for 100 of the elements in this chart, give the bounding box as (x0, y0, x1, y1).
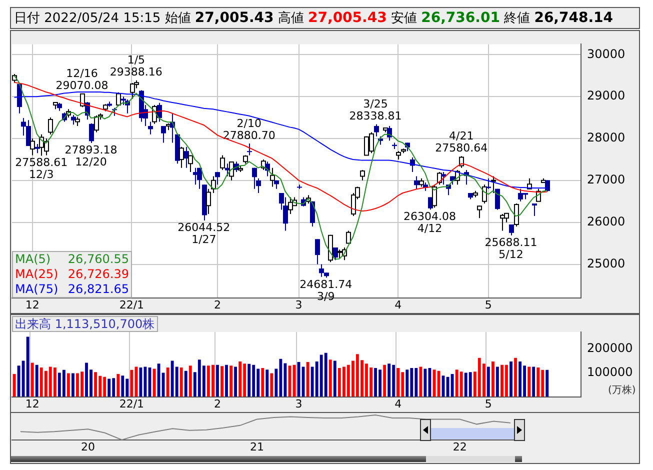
x-tick-label: 4 (394, 397, 402, 410)
x-tick-label: 21 (250, 440, 264, 454)
bar (333, 360, 336, 397)
y-tick-label: 25000 (587, 256, 626, 270)
bar (234, 366, 238, 397)
bar (546, 370, 549, 397)
x-tick-label: 4 (394, 298, 402, 312)
annotation: 1/5 29388.16 (110, 54, 162, 79)
bar (238, 362, 242, 397)
bar (406, 370, 409, 397)
bar (306, 362, 310, 397)
bar (514, 358, 517, 397)
bar (211, 364, 214, 397)
bar (419, 366, 422, 397)
bar (71, 373, 74, 397)
annotation: 12/16 29070.08 (56, 67, 108, 92)
annotation: 27588.61 12/3 (15, 156, 68, 182)
y-axis-title: (万株) (608, 384, 636, 397)
bar (108, 378, 111, 397)
candlestick (283, 196, 288, 232)
bar (35, 364, 38, 397)
bar (424, 368, 427, 397)
x-tick-label: 20 (81, 440, 96, 454)
candlestick (161, 125, 166, 144)
bar (510, 362, 512, 397)
bar (225, 364, 228, 397)
candlestick (215, 172, 220, 186)
y-tick-label: 27000 (587, 172, 626, 187)
bar (388, 364, 391, 397)
x-tick-label: 22/1 (119, 298, 144, 312)
candlestick (197, 167, 202, 190)
bar (116, 374, 120, 397)
candlestick (486, 178, 491, 190)
bar (26, 336, 30, 397)
bar (324, 352, 328, 397)
chart-title: 日付 2022/05/24 15:15 (14, 11, 161, 26)
x-tick-label: 12 (25, 397, 40, 410)
x-tick-label: 22/1 (119, 397, 144, 410)
candlestick (148, 121, 153, 135)
annotation: 26304.08 4/12 (403, 210, 456, 235)
bar (266, 370, 269, 397)
bar (188, 366, 192, 397)
y-tick-label: 100000 (587, 364, 633, 379)
text: MA(75) (15, 282, 58, 297)
text: 始値 27,005.43 (164, 10, 274, 26)
x-tick-label: 2 (214, 397, 221, 410)
bar (396, 368, 400, 397)
bar (121, 376, 124, 397)
bar (184, 370, 188, 397)
candlestick (374, 124, 379, 137)
bar (30, 362, 34, 397)
y-tick-label: 28000 (587, 130, 626, 145)
bar (220, 366, 224, 397)
x-tick-label: 5 (484, 298, 492, 312)
candlestick (35, 143, 40, 154)
candlestick (71, 114, 76, 126)
annotation: 4/21 27580.64 (435, 129, 488, 154)
annotation: 25688.11 5/12 (484, 236, 538, 261)
annotation: 26,760.55 (66, 252, 129, 267)
bar (460, 372, 463, 397)
text: MA(5) (15, 252, 52, 267)
text: MA(25) (15, 266, 58, 282)
annotation: 26,821.65 (68, 282, 129, 296)
candlestick (545, 180, 550, 192)
bar (383, 364, 386, 397)
bar (66, 373, 70, 397)
annotation: 2/10 27880.70 (222, 116, 276, 142)
candlestick (441, 172, 446, 186)
candlestick (532, 202, 537, 217)
bar (261, 368, 264, 397)
y-tick-label: 29000 (587, 88, 626, 103)
x-tick-label: 5 (484, 397, 492, 410)
bar (53, 368, 56, 397)
bar (180, 368, 183, 397)
candlestick (333, 247, 338, 261)
bar (532, 366, 536, 397)
bar (248, 364, 251, 397)
bar (328, 360, 332, 397)
y-tick-label: 26000 (587, 214, 626, 228)
chart-title: 出来高 1,113,510,700株 (12, 316, 158, 332)
text: 終値 26,748.14 (503, 10, 614, 26)
text: 安値 26,736.01 (390, 10, 500, 26)
candlestick (252, 167, 257, 190)
text: 高値 27,005.43 (276, 10, 387, 26)
bar (450, 374, 454, 397)
candlestick (89, 122, 94, 144)
bar (486, 366, 490, 397)
bar (166, 368, 170, 397)
y-tick-label: 200000 (587, 340, 633, 355)
y-tick-label: 30000 (587, 46, 626, 61)
candlestick (184, 146, 189, 168)
bar (496, 366, 499, 397)
candlestick (247, 143, 252, 156)
bar (94, 372, 98, 397)
bar (528, 366, 531, 397)
annotation: 3/25 28338.81 (349, 98, 402, 123)
annotation: 26044.52 1/27 (178, 220, 230, 246)
x-tick-label: 3 (295, 397, 302, 410)
bar (139, 368, 142, 397)
candlestick (315, 238, 320, 265)
